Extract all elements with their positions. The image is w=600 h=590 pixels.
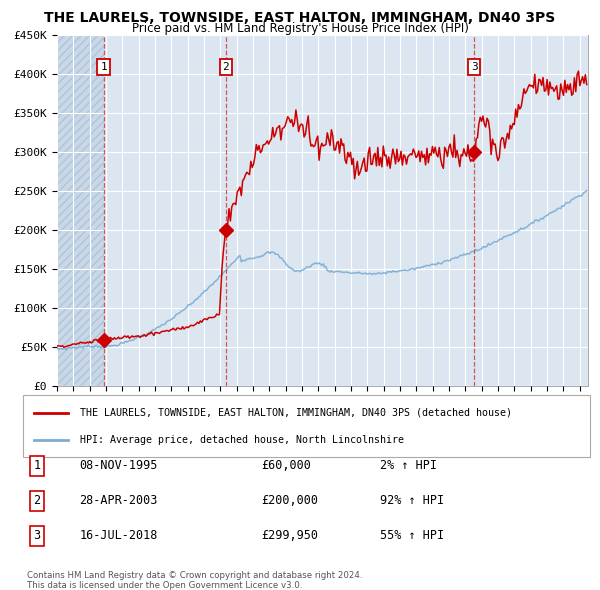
Bar [57, 35, 104, 386]
Text: 1: 1 [34, 460, 41, 473]
Text: 16-JUL-2018: 16-JUL-2018 [79, 529, 158, 542]
Text: Contains HM Land Registry data © Crown copyright and database right 2024.
This d: Contains HM Land Registry data © Crown c… [27, 571, 362, 590]
Text: 2: 2 [34, 494, 41, 507]
Text: £299,950: £299,950 [261, 529, 318, 542]
Text: 08-NOV-1995: 08-NOV-1995 [79, 460, 158, 473]
Text: 3: 3 [34, 529, 41, 542]
Text: THE LAURELS, TOWNSIDE, EAST HALTON, IMMINGHAM, DN40 3PS (detached house): THE LAURELS, TOWNSIDE, EAST HALTON, IMMI… [79, 408, 511, 418]
Text: 1: 1 [100, 62, 107, 72]
Text: £60,000: £60,000 [261, 460, 311, 473]
Text: 2% ↑ HPI: 2% ↑ HPI [380, 460, 437, 473]
Text: Price paid vs. HM Land Registry's House Price Index (HPI): Price paid vs. HM Land Registry's House … [131, 22, 469, 35]
Text: HPI: Average price, detached house, North Lincolnshire: HPI: Average price, detached house, Nort… [79, 435, 404, 445]
Text: 2: 2 [222, 62, 229, 72]
Text: THE LAURELS, TOWNSIDE, EAST HALTON, IMMINGHAM, DN40 3PS: THE LAURELS, TOWNSIDE, EAST HALTON, IMMI… [44, 11, 556, 25]
Text: 28-APR-2003: 28-APR-2003 [79, 494, 158, 507]
Text: £200,000: £200,000 [261, 494, 318, 507]
Text: 55% ↑ HPI: 55% ↑ HPI [380, 529, 444, 542]
Text: 3: 3 [471, 62, 478, 72]
Text: 92% ↑ HPI: 92% ↑ HPI [380, 494, 444, 507]
FancyBboxPatch shape [23, 395, 590, 457]
